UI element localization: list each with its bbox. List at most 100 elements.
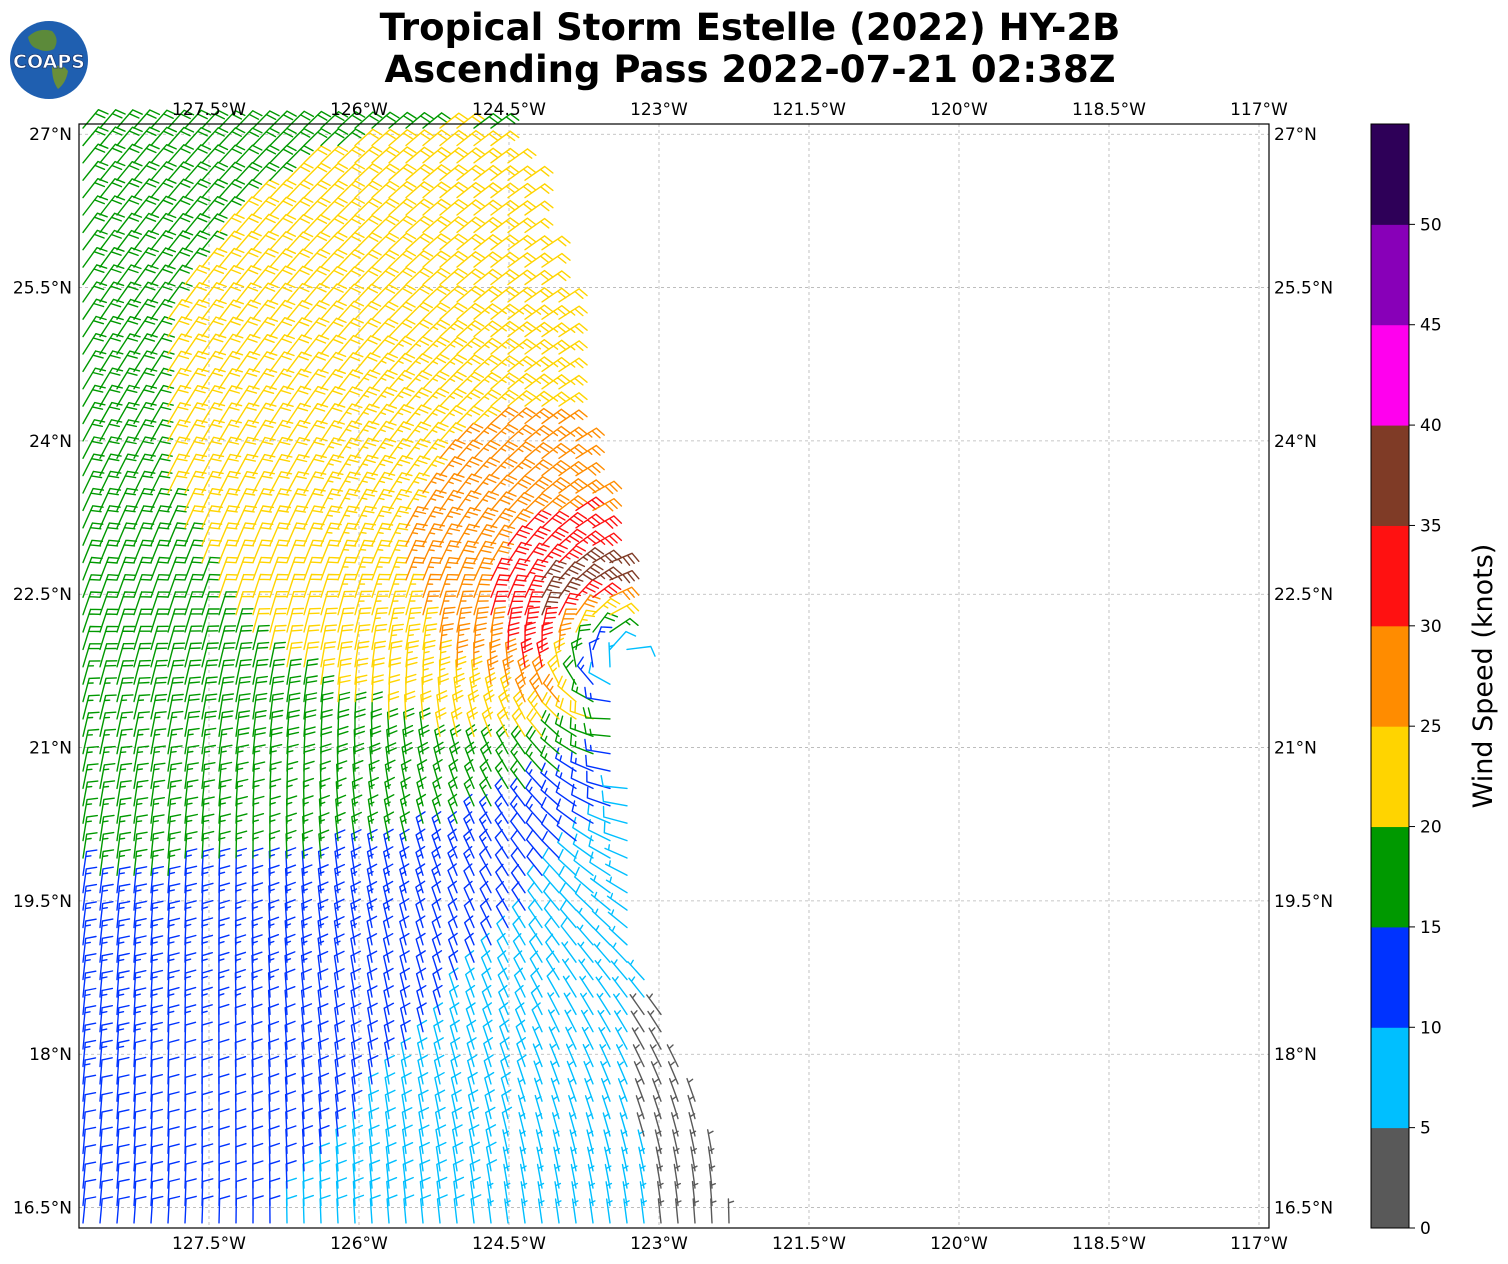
wind-barb — [150, 247, 176, 268]
wind-barb — [303, 197, 331, 216]
wind-barb — [218, 161, 246, 181]
wind-barb — [99, 453, 122, 477]
wind-barb — [507, 574, 529, 598]
wind-barb — [435, 1124, 447, 1155]
wind-barb — [558, 443, 588, 459]
colorbar-swatch — [1371, 926, 1409, 1028]
wind-barb — [439, 216, 468, 234]
wind-barb — [371, 640, 387, 668]
wind-barb — [150, 1039, 163, 1068]
wind-barb — [133, 1022, 147, 1050]
wind-barb — [116, 831, 132, 859]
wind-barb — [133, 814, 148, 842]
wind-barb — [450, 1072, 462, 1102]
wind-barb — [320, 403, 346, 425]
wind-barb — [116, 1004, 130, 1033]
wind-barb — [269, 624, 287, 651]
wind-barb — [116, 229, 142, 251]
wind-barb — [133, 247, 159, 268]
wind-barb — [252, 641, 270, 668]
wind-barb — [495, 742, 509, 772]
colorbar-ticks: 0 5 10 15 20 25 30 35 40 45 50 — [1409, 215, 1442, 1239]
wind-barb — [490, 541, 515, 564]
wind-barb — [337, 111, 366, 129]
lon-label-bottom: 117°W — [1230, 1234, 1288, 1254]
wind-barb — [388, 657, 402, 685]
wind-barb — [337, 539, 359, 564]
wind-barb — [541, 493, 570, 512]
wind-barb — [150, 831, 165, 859]
wind-barb — [556, 815, 577, 842]
wind-barb — [490, 355, 519, 373]
wind-barb — [133, 591, 153, 616]
wind-barb — [150, 935, 164, 963]
wind-barb — [133, 281, 159, 303]
wind-barb — [480, 932, 492, 963]
wind-barb — [335, 1177, 348, 1207]
wind-barb — [383, 985, 394, 1016]
wind-barb — [133, 195, 160, 216]
wind-barb — [584, 1095, 594, 1120]
wind-barb — [366, 846, 378, 876]
wind-barb — [184, 299, 210, 320]
wind-barb — [235, 573, 255, 598]
wind-barb — [371, 146, 400, 164]
wind-barb — [551, 1095, 560, 1120]
wind-barb — [235, 161, 263, 181]
wind-barb — [133, 264, 159, 286]
wind-barb — [133, 779, 149, 807]
wind-barb — [524, 252, 554, 268]
wind-barb — [559, 882, 577, 911]
wind-barb — [354, 590, 373, 616]
wind-barb — [99, 539, 121, 564]
wind-barb — [337, 641, 353, 668]
wind-barb — [617, 1078, 628, 1102]
wind-barb — [116, 1022, 130, 1050]
wind-barb — [337, 163, 366, 181]
wind-barb — [350, 1037, 362, 1068]
wind-barb — [513, 950, 526, 981]
wind-barb — [405, 607, 422, 633]
wind-barb — [116, 539, 138, 564]
wind-barb — [116, 436, 140, 459]
wind-barb — [494, 776, 509, 807]
wind-barb — [567, 1077, 577, 1102]
wind-barb — [558, 409, 588, 425]
wind-barb — [116, 402, 140, 425]
wind-barb — [647, 1010, 662, 1033]
wind-barb — [541, 235, 571, 251]
wind-barb — [525, 812, 543, 842]
wind-barb — [150, 1004, 163, 1033]
wind-barb — [184, 848, 198, 876]
wind-barb — [489, 638, 501, 668]
wind-barb — [453, 672, 465, 703]
wind-barb — [456, 590, 475, 616]
wind-barb — [388, 249, 417, 268]
wind-barb — [541, 322, 571, 338]
wind-barb — [218, 813, 232, 842]
wind-barb — [218, 608, 237, 633]
wind-barb — [456, 456, 483, 477]
wind-barb — [303, 179, 331, 199]
wind-barb — [431, 863, 442, 894]
wind-barb — [473, 147, 503, 164]
wind-barb — [439, 319, 468, 338]
wind-barb — [607, 909, 628, 929]
lon-label-top: 120°W — [930, 100, 988, 120]
wind-barb — [463, 828, 475, 859]
wind-barb — [150, 556, 171, 581]
wind-barb — [405, 112, 434, 129]
wind-barb — [541, 575, 565, 598]
wind-barb — [320, 607, 338, 633]
wind-barb — [371, 180, 400, 199]
wind-barb — [252, 624, 270, 651]
wind-barb — [252, 710, 267, 737]
wind-barb — [514, 672, 527, 703]
wind-barb — [388, 335, 416, 355]
wind-barb — [218, 676, 235, 703]
wind-barb — [320, 266, 348, 286]
wind-barb — [99, 866, 114, 894]
wind-barb — [542, 848, 560, 876]
wind-barb — [150, 212, 177, 234]
wind-barb — [422, 370, 450, 390]
